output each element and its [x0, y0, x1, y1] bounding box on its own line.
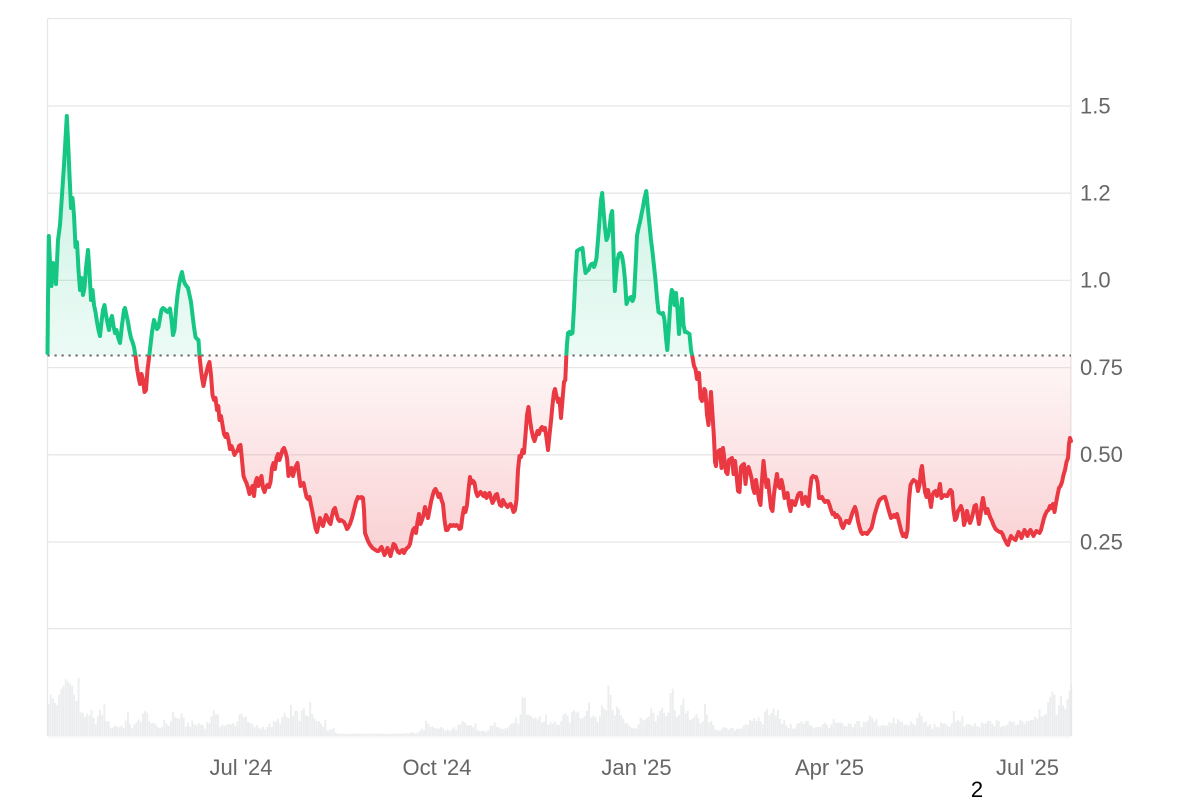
- svg-text:0.50: 0.50: [1080, 442, 1123, 467]
- svg-text:1.2: 1.2: [1080, 181, 1111, 206]
- svg-text:1.5: 1.5: [1080, 93, 1111, 118]
- svg-text:Jan '25: Jan '25: [601, 755, 671, 780]
- svg-text:0.25: 0.25: [1080, 529, 1123, 554]
- svg-text:Jul '25: Jul '25: [996, 755, 1059, 780]
- svg-text:Jul '24: Jul '24: [210, 755, 273, 780]
- svg-text:Apr '25: Apr '25: [795, 755, 864, 780]
- svg-text:Oct '24: Oct '24: [402, 755, 471, 780]
- svg-text:0.75: 0.75: [1080, 355, 1123, 380]
- svg-text:1.0: 1.0: [1080, 268, 1111, 293]
- svg-text:2: 2: [971, 777, 983, 800]
